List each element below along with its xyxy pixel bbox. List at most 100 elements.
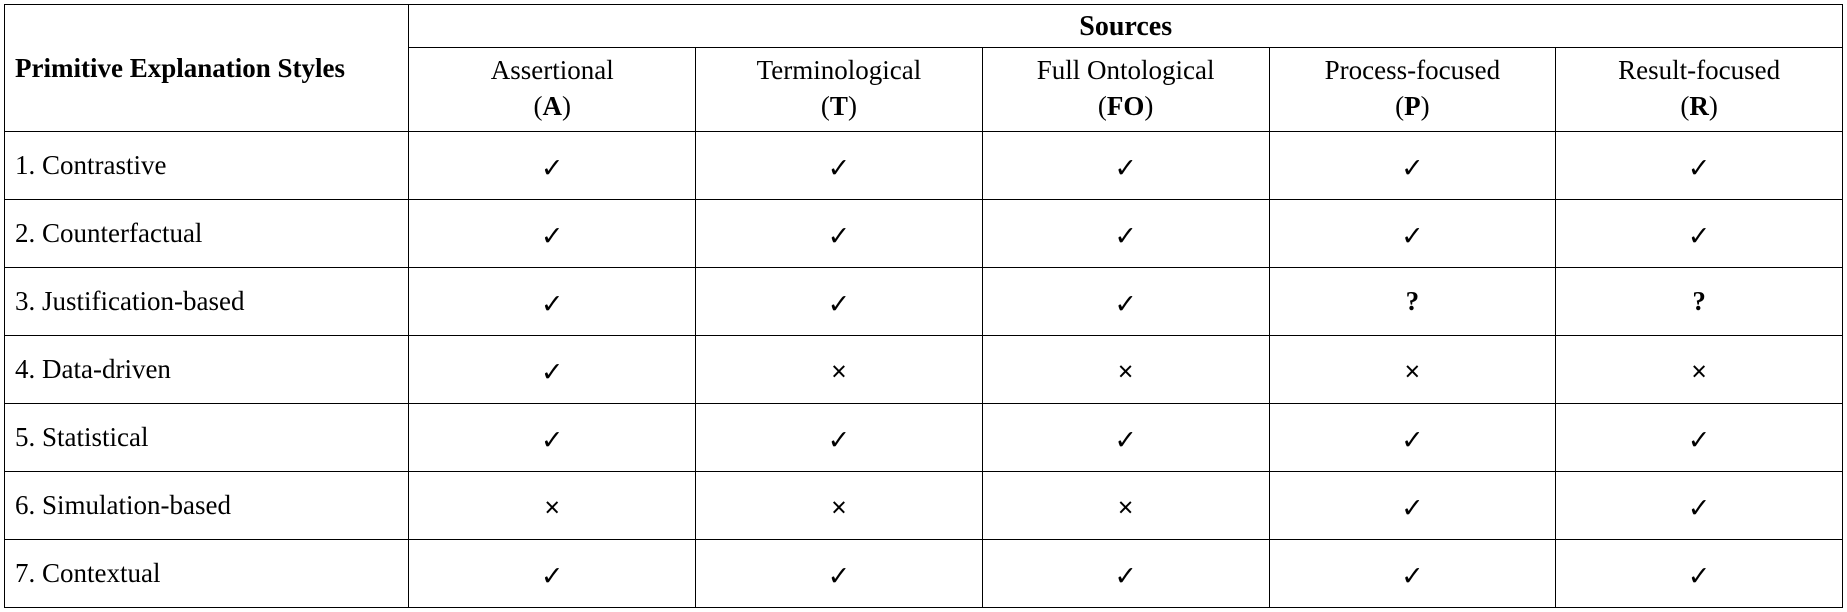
explanation-styles-table: Primitive Explanation Styles Sources Ass… <box>4 4 1843 608</box>
check-icon: ✓ <box>541 206 564 261</box>
table-cell: ✓ <box>1269 131 1556 199</box>
table-row: 2. Counterfactual ✓ ✓ ✓ ✓ ✓ <box>5 199 1843 267</box>
col-header-terminological: Terminological (T) <box>696 48 983 132</box>
cross-icon: × <box>831 478 846 533</box>
check-icon: ✓ <box>541 138 564 193</box>
table-cell: ✓ <box>696 267 983 335</box>
col-abbr: R <box>1689 91 1709 121</box>
check-icon: ✓ <box>1114 138 1137 193</box>
table-cell: ✓ <box>1269 403 1556 471</box>
check-icon: ✓ <box>828 546 851 601</box>
col-abbr: T <box>830 91 848 121</box>
table-cell: ✓ <box>1556 131 1843 199</box>
check-icon: ✓ <box>541 410 564 465</box>
col-abbr: FO <box>1107 91 1145 121</box>
row-label: 3. Justification-based <box>5 267 409 335</box>
table-cell: ✓ <box>982 539 1269 607</box>
question-icon: ? <box>1692 286 1706 316</box>
cross-icon: × <box>1691 342 1706 397</box>
table-cell: ✓ <box>409 131 696 199</box>
table-row: 3. Justification-based ✓ ✓ ✓?? <box>5 267 1843 335</box>
check-icon: ✓ <box>1401 138 1424 193</box>
table-cell: ✓ <box>1269 539 1556 607</box>
table-cell: ✓ <box>1269 199 1556 267</box>
table-cell: ✓ <box>982 403 1269 471</box>
row-label: 5. Statistical <box>5 403 409 471</box>
table-cell: ✓ <box>409 335 696 403</box>
check-icon: ✓ <box>828 274 851 329</box>
table-row: 4. Data-driven ✓ × × × × <box>5 335 1843 403</box>
cross-icon: × <box>831 342 846 397</box>
cross-icon: × <box>544 478 559 533</box>
table-cell: ✓ <box>982 267 1269 335</box>
row-label: 7. Contextual <box>5 539 409 607</box>
check-icon: ✓ <box>1688 138 1711 193</box>
table-cell: ? <box>1269 267 1556 335</box>
table-cell: × <box>409 471 696 539</box>
check-icon: ✓ <box>541 546 564 601</box>
table-cell: ✓ <box>1269 471 1556 539</box>
table-cell: × <box>1556 335 1843 403</box>
col-header-assertional: Assertional (A) <box>409 48 696 132</box>
check-icon: ✓ <box>1688 206 1711 261</box>
check-icon: ✓ <box>1401 546 1424 601</box>
table-cell: ✓ <box>696 403 983 471</box>
col-label: Result-focused <box>1618 55 1780 85</box>
check-icon: ✓ <box>1114 410 1137 465</box>
col-label: Terminological <box>757 55 922 85</box>
table-row: 1. Contrastive ✓ ✓ ✓ ✓ ✓ <box>5 131 1843 199</box>
table-row: 5. Statistical ✓ ✓ ✓ ✓ ✓ <box>5 403 1843 471</box>
row-label: 2. Counterfactual <box>5 199 409 267</box>
col-abbr: A <box>542 91 562 121</box>
table-cell: ✓ <box>409 539 696 607</box>
table-cell: ✓ <box>696 131 983 199</box>
check-icon: ✓ <box>1114 546 1137 601</box>
table-body: 1. Contrastive ✓ ✓ ✓ ✓ ✓ 2. Counterfactual ✓ ✓ ✓ ✓… <box>5 131 1843 607</box>
table-cell: ✓ <box>696 199 983 267</box>
table-cell: ✓ <box>409 403 696 471</box>
check-icon: ✓ <box>541 274 564 329</box>
col-header-process-focused: Process-focused (P) <box>1269 48 1556 132</box>
check-icon: ✓ <box>1401 206 1424 261</box>
check-icon: ✓ <box>1114 274 1137 329</box>
col-header-full-ontological: Full Ontological (FO) <box>982 48 1269 132</box>
row-label: 4. Data-driven <box>5 335 409 403</box>
col-label: Assertional <box>491 55 614 85</box>
check-icon: ✓ <box>1401 478 1424 533</box>
table-cell: ✓ <box>696 539 983 607</box>
col-label: Full Ontological <box>1037 55 1215 85</box>
table-cell: ✓ <box>982 199 1269 267</box>
check-icon: ✓ <box>828 410 851 465</box>
table-cell: ✓ <box>1556 403 1843 471</box>
col-label: Process-focused <box>1325 55 1500 85</box>
cross-icon: × <box>1405 342 1420 397</box>
col-abbr: P <box>1404 91 1421 121</box>
check-icon: ✓ <box>1688 478 1711 533</box>
cross-icon: × <box>1118 342 1133 397</box>
table-row: 6. Simulation-based×××✓✓ <box>5 471 1843 539</box>
table-cell: ✓ <box>1556 199 1843 267</box>
check-icon: ✓ <box>1688 546 1711 601</box>
table-cell: ? <box>1556 267 1843 335</box>
table-cell: ✓ <box>409 267 696 335</box>
row-label: 1. Contrastive <box>5 131 409 199</box>
table-cell: × <box>696 335 983 403</box>
sources-header: Sources <box>409 5 1843 48</box>
row-header-title: Primitive Explanation Styles <box>5 5 409 132</box>
check-icon: ✓ <box>1114 206 1137 261</box>
check-icon: ✓ <box>1688 410 1711 465</box>
question-icon: ? <box>1406 286 1420 316</box>
cross-icon: × <box>1118 478 1133 533</box>
col-header-result-focused: Result-focused (R) <box>1556 48 1843 132</box>
check-icon: ✓ <box>828 138 851 193</box>
table-cell: ✓ <box>1556 471 1843 539</box>
check-icon: ✓ <box>1401 410 1424 465</box>
table-cell: × <box>696 471 983 539</box>
table-row: 7. Contextual ✓ ✓ ✓ ✓ ✓ <box>5 539 1843 607</box>
check-icon: ✓ <box>541 342 564 397</box>
table-cell: × <box>982 471 1269 539</box>
check-icon: ✓ <box>828 206 851 261</box>
table-cell: × <box>1269 335 1556 403</box>
table-cell: × <box>982 335 1269 403</box>
table-cell: ✓ <box>409 199 696 267</box>
